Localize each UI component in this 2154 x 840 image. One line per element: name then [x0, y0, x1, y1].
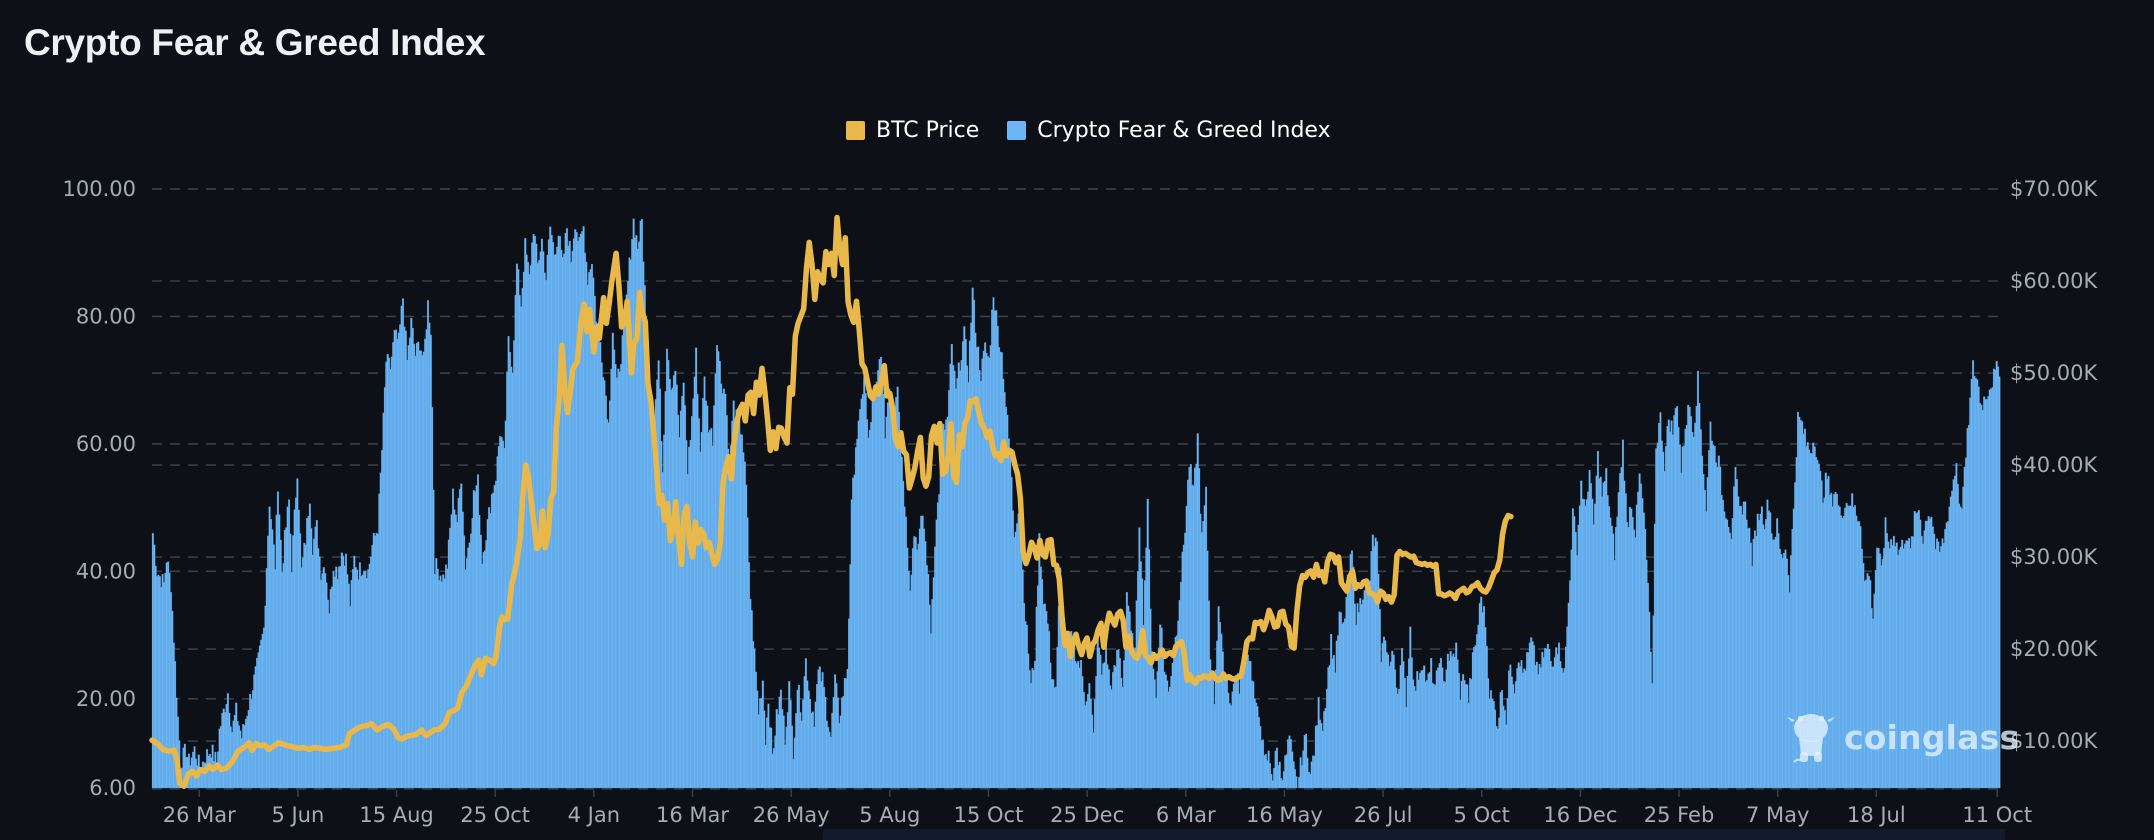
x-tick-label: 25 Oct [460, 803, 530, 827]
chart-title: Crypto Fear & Greed Index [24, 22, 486, 63]
y-left-tick-label: 80.00 [76, 304, 136, 328]
y-left-tick-label: 100.00 [63, 177, 136, 201]
x-tick-label: 4 Jan [568, 803, 620, 827]
x-tick-label: 6 Mar [1156, 803, 1216, 827]
x-tick-label: 7 May [1746, 803, 1809, 827]
legend-swatch-fng-icon [1007, 121, 1027, 140]
y-left-tick-label: 40.00 [76, 559, 136, 583]
fear-greed-bars [151, 218, 2001, 789]
y-right-tick-label: $40.00K [2010, 453, 2098, 477]
x-tick-label: 5 Oct [1454, 803, 1510, 827]
x-tick-label: 11 Oct [1962, 803, 2032, 827]
fng-bar [1295, 776, 1298, 789]
fng-bar [791, 725, 794, 789]
x-tick-label: 15 Oct [954, 803, 1024, 827]
watermark-text: coinglass [1844, 717, 2020, 757]
legend: BTC Price Crypto Fear & Greed Index [846, 118, 1359, 143]
y-right-tick-label: $60.00K [2010, 269, 2098, 293]
coinglass-bull-icon [1787, 714, 1835, 763]
coinglass-watermark: coinglass [1786, 708, 2019, 766]
legend-swatch-btc-icon [846, 121, 865, 140]
x-tick-label: 26 May [753, 803, 830, 827]
y-right-tick-label: $50.00K [2010, 361, 2098, 385]
x-axis: 26 Mar 5 Jun 15 Aug 25 Oct 4 Jan 16 Mar 26 May… [163, 790, 2032, 827]
x-tick-label: 5 Aug [859, 803, 920, 827]
legend-item-fear-greed[interactable]: Crypto Fear & Greed Index [1007, 118, 1331, 143]
x-tick-label: 5 Jun [271, 803, 324, 827]
btc-price-line [149, 214, 1514, 789]
x-tick-label: 25 Dec [1050, 803, 1124, 827]
y-right-tick-label: $20.00K [2010, 637, 2098, 661]
fng-bar [1278, 761, 1281, 789]
x-tick-label: 25 Feb [1644, 803, 1715, 827]
x-tick-label: 15 Aug [359, 803, 433, 827]
x-tick-label: 26 Jul [1354, 803, 1413, 827]
data-zoom-slider[interactable] [823, 829, 2005, 840]
y-left-tick-label: 6.00 [89, 776, 136, 800]
y-right-tick-label: $70.00K [2010, 177, 2098, 201]
btc-price-line-group [149, 214, 1514, 789]
legend-label-fear-greed: Crypto Fear & Greed Index [1037, 118, 1331, 143]
y-left-tick-label: 20.00 [76, 687, 136, 711]
x-tick-label: 16 Dec [1543, 803, 1617, 827]
y-right-tick-label: $10.00K [2010, 729, 2098, 753]
y-axis-right: $70.00K $60.00K $50.00K $40.00K $30.00K $20.0… [2010, 177, 2098, 753]
x-tick-label: 16 Mar [656, 803, 729, 827]
legend-item-btc-price[interactable]: BTC Price [846, 118, 979, 143]
y-left-tick-label: 60.00 [76, 432, 136, 456]
x-tick-label: 16 May [1246, 803, 1323, 827]
y-right-tick-label: $30.00K [2010, 545, 2098, 569]
y-axis-left: 100.00 80.00 60.00 40.00 20.00 6.00 [63, 177, 136, 800]
x-tick-label: 26 Mar [163, 803, 236, 827]
legend-label-btc-price: BTC Price [876, 118, 980, 143]
fng-bar [1998, 376, 2001, 789]
x-tick-label: 18 Jul [1847, 803, 1906, 827]
